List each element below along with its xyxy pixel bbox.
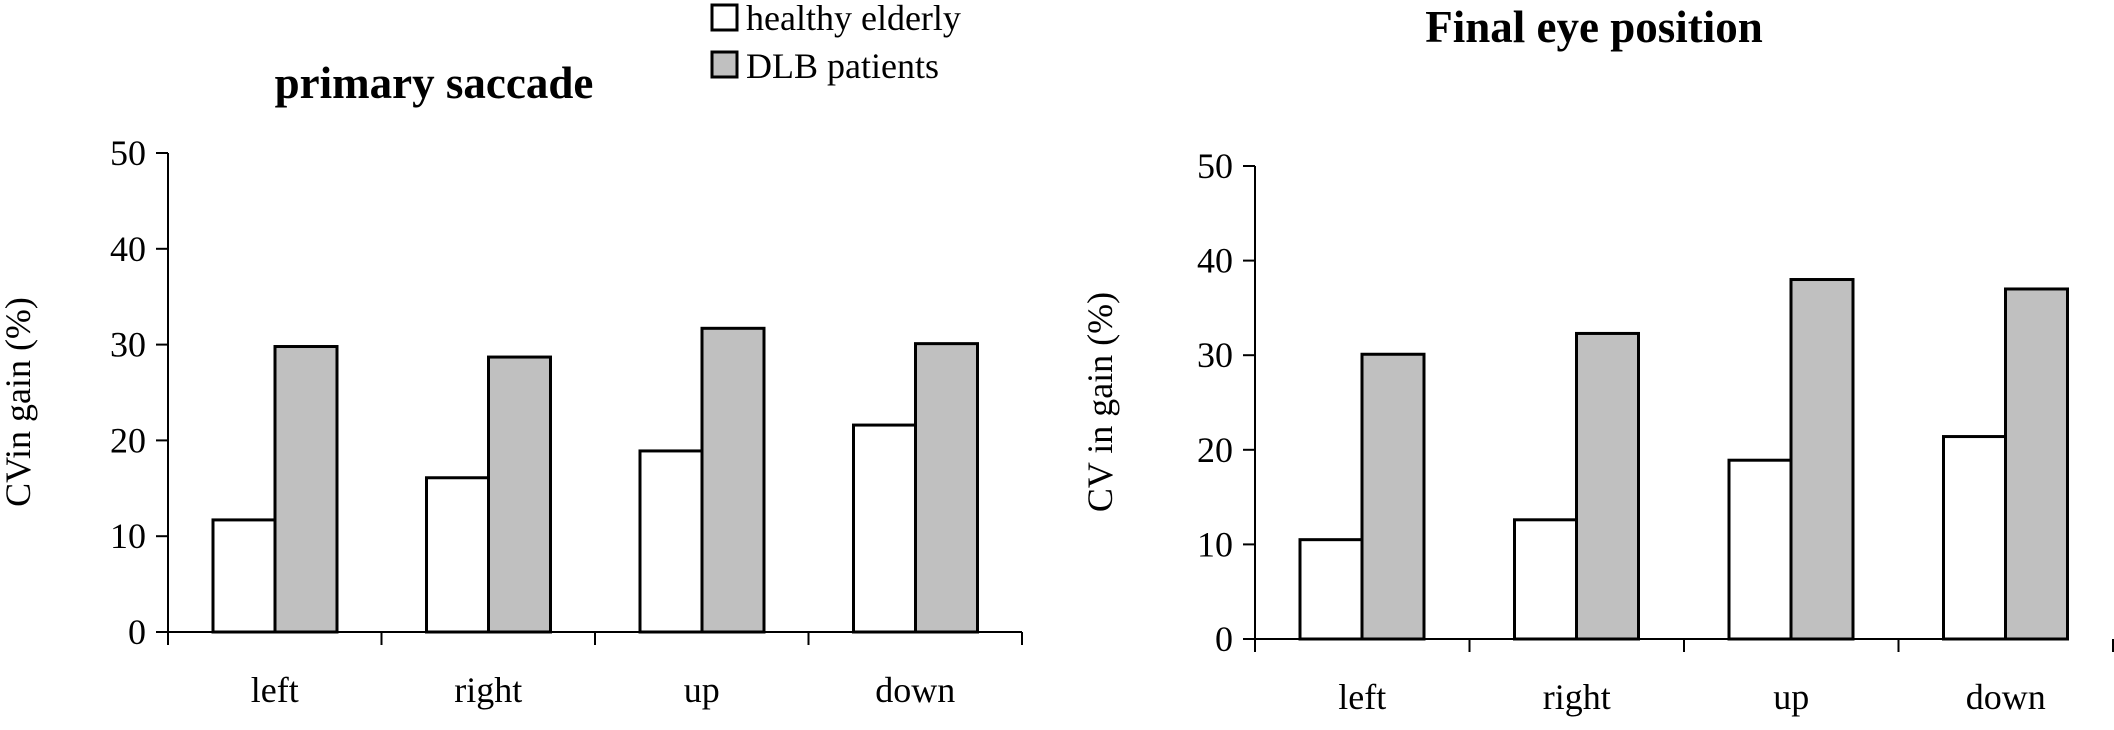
bars <box>1298 278 2069 641</box>
y-tick-label: 10 <box>1197 524 1233 564</box>
x-category-label: down <box>875 670 955 710</box>
x-category-label: right <box>454 670 522 710</box>
legend-swatch-dlb <box>710 50 739 79</box>
bar-healthy-elderly-left <box>211 518 277 634</box>
y-axis-label: CV in gain (%) <box>1080 292 1120 512</box>
y-tick-label: 30 <box>1197 335 1233 375</box>
bar-dlb-patients-up <box>700 326 766 634</box>
y-tick-label: 40 <box>110 229 146 269</box>
y-tick-label: 50 <box>110 133 146 173</box>
bar-dlb-patients-left <box>273 345 339 634</box>
bar-healthy-elderly-right <box>425 476 490 634</box>
legend-swatch-healthy <box>710 3 739 32</box>
tick-labels: 0 10 20 30 40 50 left right up down <box>110 133 955 710</box>
bar-healthy-elderly-left <box>1298 538 1364 641</box>
x-category-label: left <box>251 670 299 710</box>
legend: healthy elderly DLB patients <box>710 0 961 86</box>
bar-dlb-patients-up <box>1789 278 1855 641</box>
y-tick-label: 20 <box>110 420 146 460</box>
bar-dlb-patients-down <box>2004 287 2069 641</box>
y-tick-label: 40 <box>1197 241 1233 281</box>
tick-labels: 0 10 20 30 40 50 left right up down <box>1197 146 2046 717</box>
y-tick-label: 0 <box>128 612 146 652</box>
y-tick-label: 10 <box>110 516 146 556</box>
legend-label-healthy: healthy elderly <box>746 0 961 38</box>
x-category-label: up <box>684 670 720 710</box>
chart-primary-saccade: primary saccade CVin gain (%) 0 10 20 30 40 5… <box>0 58 1023 710</box>
chart-title: primary saccade <box>275 58 594 108</box>
x-category-label: right <box>1543 677 1611 717</box>
chart-final-eye-position: Final eye position CV in gain (%) 0 10 20 3… <box>1080 2 2114 717</box>
chart-title: Final eye position <box>1425 2 1763 52</box>
y-tick-label: 50 <box>1197 146 1233 186</box>
bar-dlb-patients-right <box>1575 331 1640 641</box>
legend-label-dlb: DLB patients <box>746 46 939 86</box>
bar-healthy-elderly-down <box>852 423 917 634</box>
x-category-label: up <box>1773 677 1809 717</box>
x-category-label: down <box>1966 677 2046 717</box>
y-tick-label: 20 <box>1197 430 1233 470</box>
x-category-label: left <box>1338 677 1386 717</box>
bar-dlb-patients-right <box>487 355 552 634</box>
bar-healthy-elderly-up <box>1727 458 1793 641</box>
bar-healthy-elderly-right <box>1513 518 1578 641</box>
y-axis-label: CVin gain (%) <box>0 297 38 507</box>
bar-healthy-elderly-up <box>638 449 704 634</box>
bars <box>211 326 979 634</box>
bar-healthy-elderly-down <box>1942 435 2007 641</box>
bar-dlb-patients-down <box>914 342 979 634</box>
bar-dlb-patients-left <box>1360 352 1426 641</box>
y-tick-label: 30 <box>110 325 146 365</box>
y-tick-label: 0 <box>1215 619 1233 659</box>
